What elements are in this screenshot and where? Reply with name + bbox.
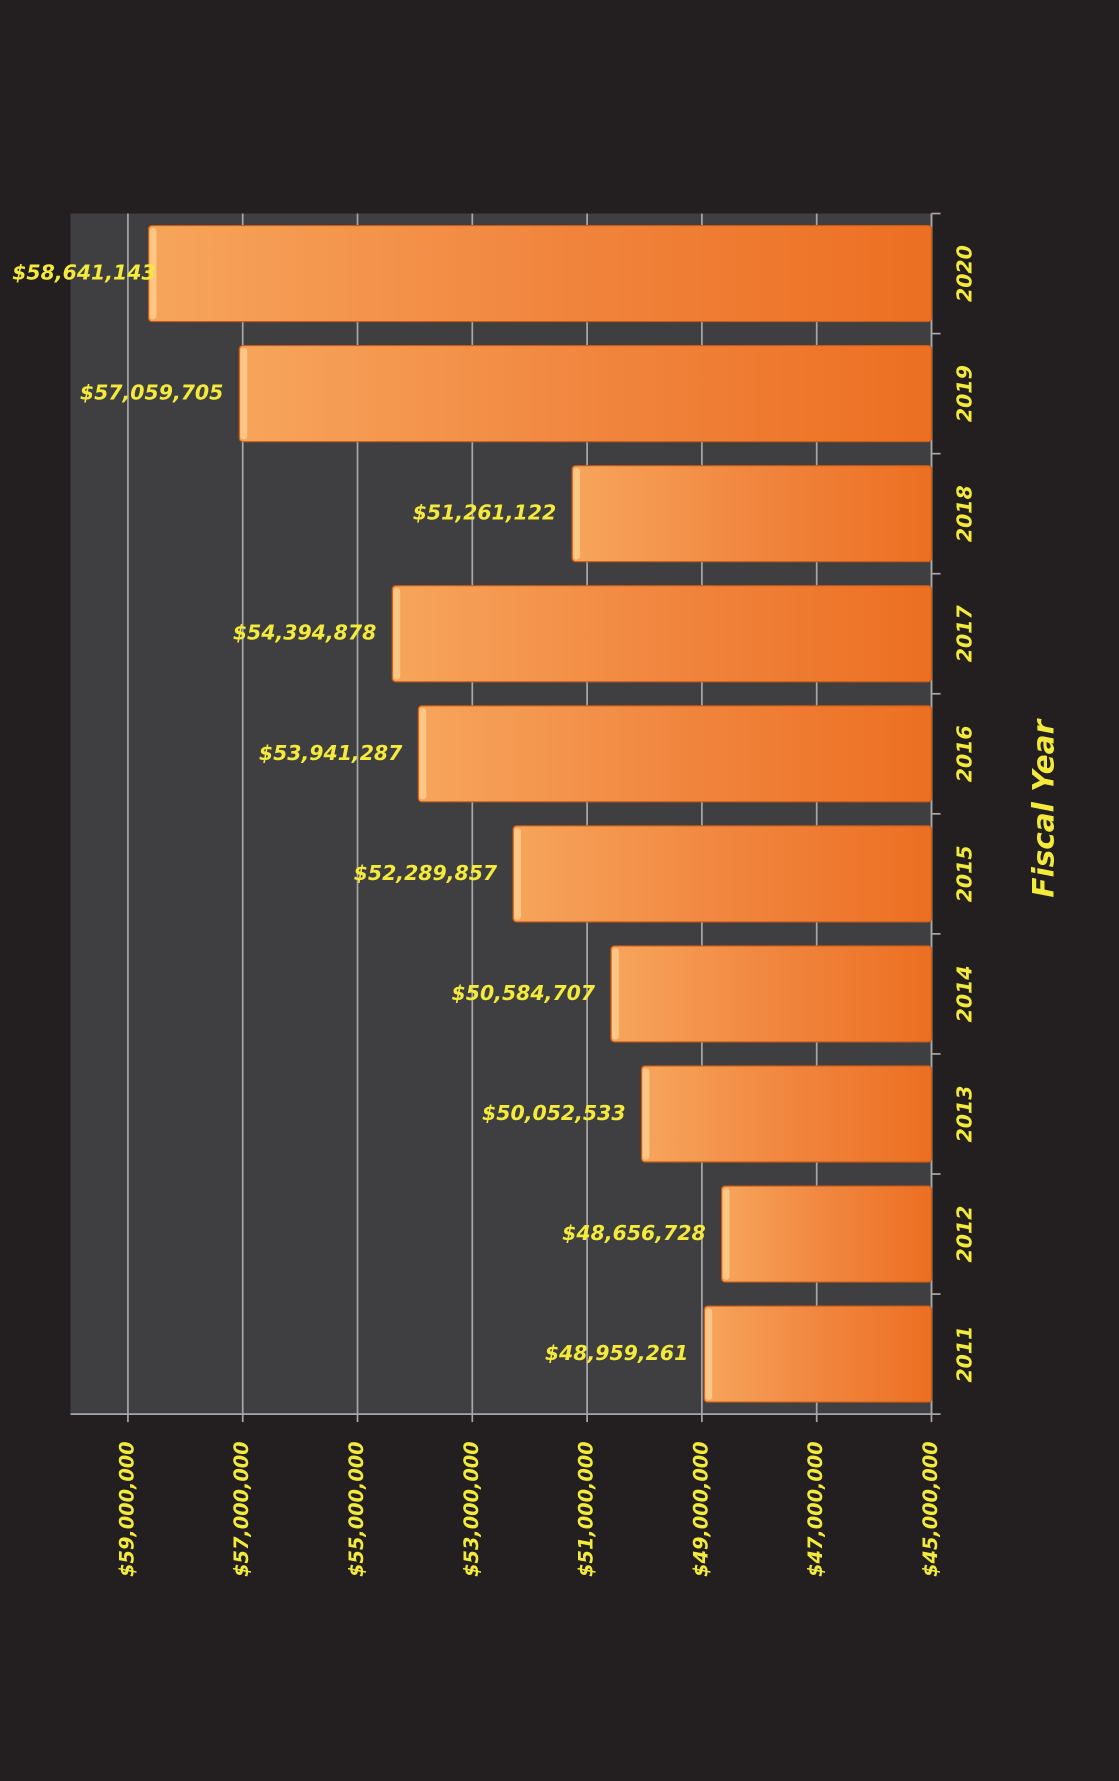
y-tick-label: $53,000,000 — [460, 1441, 483, 1577]
bar-highlight — [240, 347, 248, 440]
x-tick-label: 2016 — [953, 725, 977, 782]
bar-highlight — [419, 708, 427, 800]
data-label: $54,394,878 — [233, 621, 377, 645]
bar — [147, 224, 933, 323]
bar — [391, 585, 933, 683]
data-label: $52,289,857 — [354, 861, 498, 885]
bar — [512, 825, 933, 923]
bar — [721, 1185, 933, 1283]
bar-highlight — [642, 1068, 650, 1160]
data-label: $48,959,261 — [545, 1341, 689, 1365]
x-tick-label: 2020 — [953, 245, 977, 302]
data-label: $50,052,533 — [482, 1101, 626, 1125]
bar — [238, 345, 933, 443]
x-tick-label: 2011 — [953, 1326, 977, 1383]
data-label: $57,059,705 — [80, 381, 224, 405]
y-tick-label: $57,000,000 — [230, 1441, 253, 1577]
data-label: $50,584,707 — [452, 981, 596, 1005]
data-label: $48,656,728 — [562, 1221, 706, 1245]
x-tick-label: 2019 — [953, 365, 977, 422]
y-tick-label: $49,000,000 — [689, 1441, 712, 1577]
bar — [703, 1305, 933, 1403]
y-tick-label: $51,000,000 — [575, 1441, 598, 1577]
axis-title: Fiscal Year — [1027, 717, 1061, 897]
bar — [571, 465, 933, 563]
data-label: $58,641,143 — [12, 261, 156, 285]
y-tick-label: $59,000,000 — [115, 1441, 138, 1577]
bar-highlight — [514, 828, 522, 920]
bar-highlight — [573, 467, 581, 560]
x-tick-label: 2012 — [953, 1206, 977, 1263]
bar-highlight — [393, 587, 401, 680]
x-tick-label: 2014 — [953, 965, 977, 1022]
x-tick-label: 2018 — [953, 485, 977, 542]
y-tick-label: $55,000,000 — [345, 1441, 368, 1577]
bar-highlight — [149, 227, 157, 320]
bar-highlight — [612, 948, 619, 1040]
x-tick-label: 2013 — [953, 1086, 977, 1143]
data-label: $53,941,287 — [259, 741, 403, 765]
bar — [640, 1065, 933, 1163]
x-tick-label: 2015 — [953, 845, 977, 902]
bar — [417, 705, 933, 803]
bar-highlight — [722, 1188, 730, 1280]
x-tick-label: 2017 — [953, 605, 977, 663]
data-label: $51,261,122 — [413, 501, 557, 525]
bar-highlight — [705, 1308, 713, 1400]
y-tick-label: $45,000,000 — [919, 1441, 942, 1577]
y-tick-label: $47,000,000 — [804, 1441, 827, 1577]
bar — [610, 945, 933, 1043]
